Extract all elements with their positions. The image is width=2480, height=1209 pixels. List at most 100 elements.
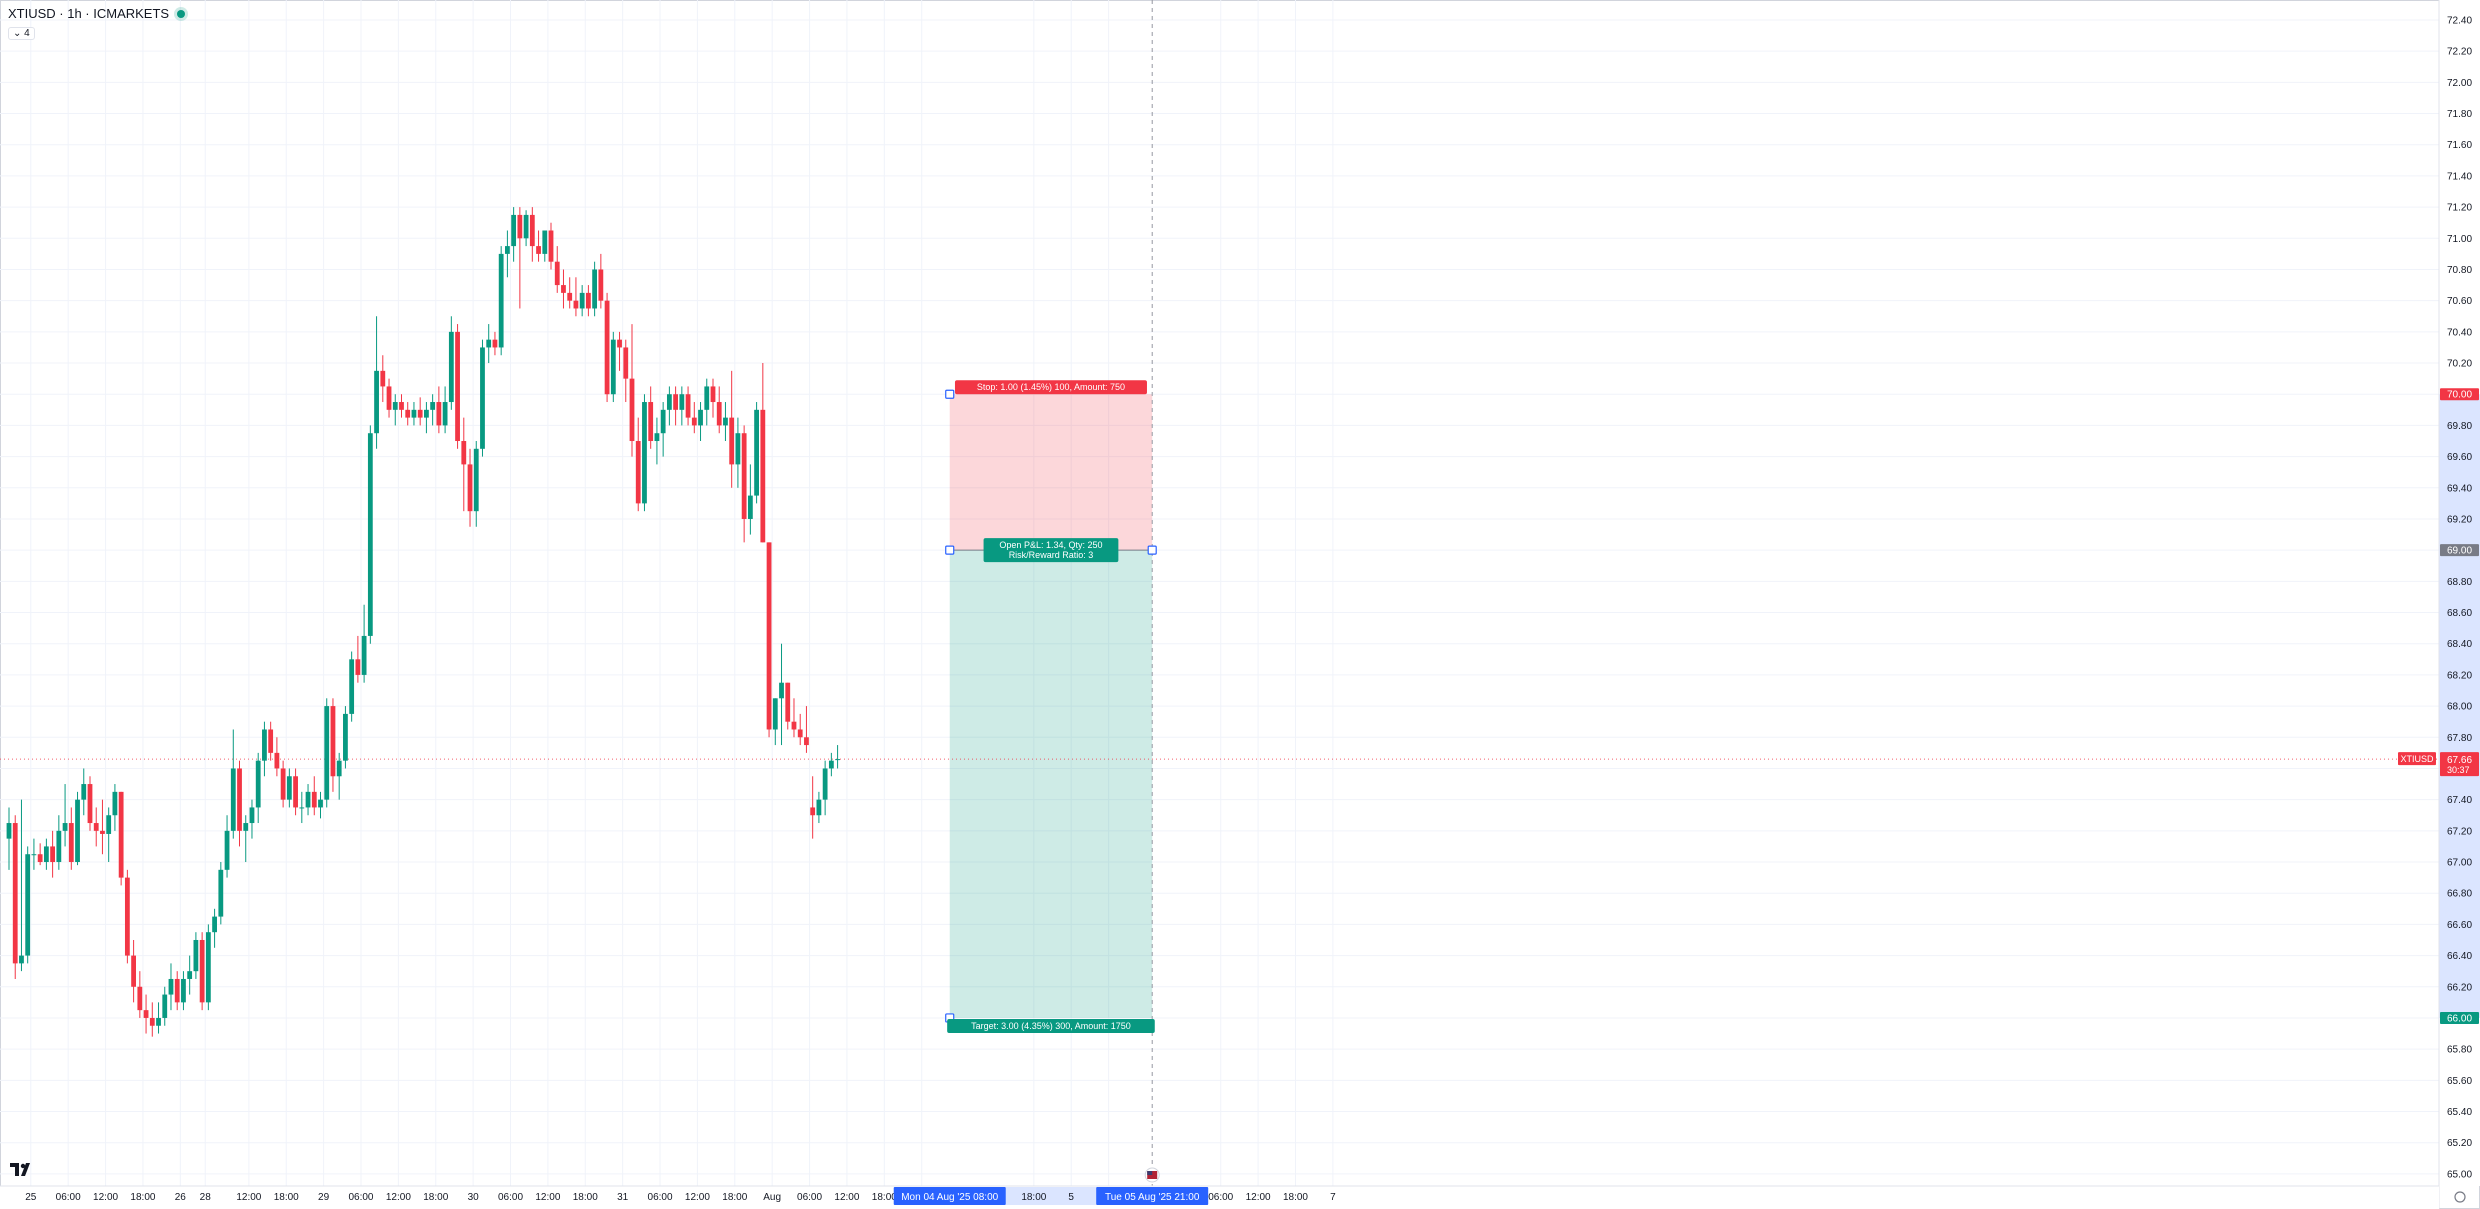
us-flag-event-icon	[1144, 1167, 1160, 1183]
candle-body	[498, 253, 504, 348]
indicator-count: 4	[24, 28, 30, 39]
price-axis-tick: 69.20	[2447, 514, 2472, 525]
candle	[293, 768, 298, 816]
time-axis-tick: 06:00	[56, 1192, 81, 1203]
candle	[149, 1002, 155, 1037]
time-badge-label: Tue 05 Aug '25 21:00	[1105, 1192, 1200, 1203]
candle	[156, 1002, 161, 1034]
price-badge-value: 69.00	[2447, 546, 2472, 557]
candle-body	[797, 729, 803, 738]
candle	[399, 394, 404, 418]
price-axis-tick: 71.20	[2447, 203, 2472, 214]
candle	[561, 269, 566, 309]
price-axis-tick: 67.00	[2447, 858, 2472, 869]
candle	[747, 464, 753, 535]
candle-body	[112, 791, 118, 816]
candle-body	[835, 759, 840, 761]
position-handle	[945, 389, 955, 399]
candle-body	[330, 706, 336, 777]
candle-body	[779, 682, 784, 699]
candle-body	[399, 402, 404, 410]
time-axis-tick: 12:00	[93, 1192, 118, 1203]
price-axis-tick: 67.80	[2447, 733, 2472, 744]
candle-body	[679, 394, 685, 410]
candle-body	[461, 441, 467, 465]
candle-body	[448, 331, 454, 403]
price-axis-tick: 68.20	[2447, 670, 2472, 681]
candle	[797, 713, 803, 746]
candle	[162, 986, 168, 1026]
candle-body	[162, 994, 168, 1018]
price-axis-tick: 67.20	[2447, 826, 2472, 837]
candle-body	[511, 214, 517, 247]
candle	[31, 838, 37, 870]
time-axis-tick: 12:00	[685, 1192, 710, 1203]
candle	[648, 386, 654, 449]
candle-body	[523, 214, 529, 239]
indicator-collapse-button[interactable]: ⌄ 4	[8, 27, 35, 40]
settings-icon[interactable]	[2454, 1191, 2466, 1203]
candle-body	[205, 932, 211, 1003]
candle-body	[642, 402, 647, 504]
candle	[12, 815, 18, 979]
candle	[791, 698, 797, 738]
candle-body	[486, 339, 492, 348]
candle-body	[436, 402, 442, 426]
candle-body	[592, 269, 598, 309]
candle-body	[6, 823, 12, 839]
candle	[598, 253, 604, 309]
symbol-title[interactable]: XTIUSD · 1h · ICMARKETS	[8, 6, 170, 21]
time-axis-tick: 18:00	[872, 1192, 897, 1203]
market-status-icon	[177, 9, 186, 18]
stop-loss-zone	[949, 394, 1153, 551]
candle	[37, 843, 43, 866]
price-axis-tick: 69.80	[2447, 421, 2472, 432]
price-axis-tick: 71.40	[2447, 171, 2472, 182]
chevron-down-icon: ⌄	[13, 28, 22, 39]
candle	[430, 394, 436, 426]
symbol-legend[interactable]: XTIUSD · 1h · ICMARKETS	[8, 6, 186, 21]
time-axis-tick: 12:00	[535, 1192, 560, 1203]
candle	[19, 799, 24, 972]
candle-body	[685, 394, 691, 418]
candle-body	[12, 823, 18, 964]
candle-body	[137, 986, 143, 1011]
candle	[411, 402, 417, 426]
candle-body	[442, 402, 448, 426]
candle	[262, 721, 267, 777]
candle-body	[243, 823, 249, 831]
candle	[511, 207, 517, 262]
candle-body	[218, 869, 224, 917]
candle-body	[828, 760, 834, 769]
time-axis-tick: 06:00	[797, 1192, 822, 1203]
candle-body	[604, 300, 610, 395]
candle	[461, 417, 467, 512]
candle	[835, 745, 840, 769]
candle	[442, 386, 448, 434]
time-badge-label: Mon 04 Aug '25 08:00	[901, 1192, 998, 1203]
candle	[355, 635, 361, 683]
candle-body	[68, 823, 74, 863]
candle-body	[741, 433, 747, 519]
candle	[642, 394, 647, 512]
price-axis-tick: 66.60	[2447, 920, 2472, 931]
candle	[174, 971, 180, 1011]
candle-body	[230, 768, 236, 831]
candle	[492, 331, 498, 356]
candle-body	[100, 830, 105, 834]
candle	[187, 955, 193, 995]
candle-body	[168, 978, 174, 995]
candle-body	[548, 230, 554, 262]
logo-part	[20, 1163, 26, 1169]
price-axis-tick: 65.20	[2447, 1138, 2472, 1149]
open-pnl-label: Risk/Reward Ratio: 3	[1009, 550, 1094, 560]
candle-body	[716, 402, 722, 426]
candle	[772, 698, 778, 746]
candle-body	[156, 1017, 161, 1026]
candle-body	[274, 752, 280, 769]
candle	[405, 402, 411, 426]
candle	[143, 994, 149, 1034]
candle-body	[654, 433, 660, 442]
candle-body	[467, 464, 473, 512]
